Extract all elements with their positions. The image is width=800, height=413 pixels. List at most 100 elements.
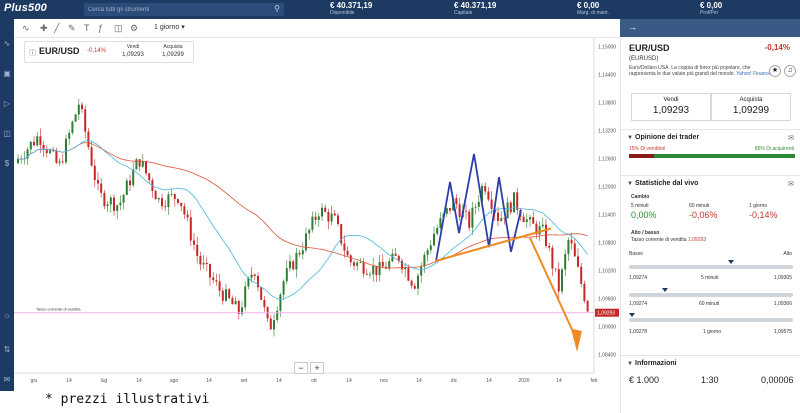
candle-body [90, 147, 93, 166]
candle-body [154, 191, 157, 200]
x-tick-label: 14 [66, 378, 72, 384]
candle-body [337, 215, 339, 225]
stat-value: € 40.371,19 [454, 1, 497, 10]
chevron-down-icon[interactable]: ▼ [627, 361, 633, 367]
y-tick-label: 1,13200 [598, 129, 616, 135]
y-tick-label: 1,10200 [598, 268, 616, 274]
instrument-box: ⓘ EUR/USD -0,14% Vendi 1,09293 Acquista … [24, 41, 194, 63]
candle-body [330, 213, 333, 222]
candle-body [477, 201, 480, 207]
trash-icon[interactable]: ◫ [114, 23, 123, 33]
candle-body [388, 261, 391, 269]
candle-body [586, 300, 589, 312]
briefcase-icon[interactable]: ◫ [3, 129, 11, 138]
candle-body [404, 267, 407, 270]
candle-body [554, 268, 557, 270]
candle-body [500, 218, 503, 221]
sun-icon[interactable]: ☼ [3, 311, 11, 320]
buy-button[interactable]: Acquista 1,09299 [711, 93, 791, 121]
candle-body [119, 202, 122, 206]
positions-icon[interactable]: ▣ [3, 69, 11, 78]
stat-label: Disponibile [330, 10, 355, 16]
chevron-down-icon[interactable]: ▼ [627, 181, 633, 187]
candle-body [109, 197, 112, 205]
candle-body [413, 285, 416, 289]
star-icon[interactable]: ★ [769, 65, 781, 77]
candle-body [513, 192, 515, 213]
price-chart[interactable]: 1,15000 1,14400 1,13800 1,13200 1,12600 1,120… [14, 38, 620, 391]
crosshair-icon[interactable]: ✚ [40, 23, 48, 33]
candle-body [564, 253, 567, 270]
zoom-out-button[interactable]: − [294, 362, 308, 374]
text-icon[interactable]: T [84, 23, 90, 33]
candle-body [183, 206, 186, 215]
candle-body [583, 283, 586, 301]
candle-body [177, 199, 179, 203]
tag-icon[interactable]: ▷ [3, 99, 11, 108]
candle-body [135, 159, 138, 170]
candle-body [199, 255, 202, 265]
pencil-icon[interactable]: ✎ [68, 23, 76, 33]
sellers-percent: 15% Di venditori [629, 146, 666, 152]
ma-slow-line [17, 142, 588, 269]
bell-icon[interactable]: ♫ [784, 65, 796, 77]
candle-body [282, 281, 285, 295]
chat-icon[interactable]: ✉ [788, 135, 794, 142]
sell-button[interactable]: Vendi 1,09293 [631, 93, 711, 121]
chart-type-icon[interactable]: ∿ [22, 23, 30, 33]
candle-body [29, 141, 32, 150]
candle-body [324, 207, 327, 212]
candle-body [145, 161, 147, 174]
candle-body [497, 212, 499, 221]
candle-body [58, 161, 61, 163]
chart-canvas[interactable]: 1,15000 1,14400 1,13800 1,13200 1,12600 1,120… [14, 38, 620, 391]
candle-body [276, 310, 279, 321]
y-tick-label: 1,08400 [598, 352, 616, 358]
candle-body [468, 211, 471, 228]
chart-icon[interactable]: ∿ [3, 39, 11, 48]
settings-icon[interactable]: ⚙ [130, 23, 139, 33]
chat-icon[interactable]: ✉ [3, 375, 11, 384]
x-tick-label: 14 [556, 378, 562, 384]
y-tick-label: 1,10800 [598, 240, 616, 246]
info-value: 1:30 [701, 375, 719, 385]
search-box[interactable]: ⚲ [84, 3, 284, 16]
candle-body [580, 266, 583, 284]
dollar-icon[interactable]: $ [4, 159, 10, 168]
draw-line-icon[interactable]: ╱ [54, 23, 60, 33]
candle-body [209, 264, 211, 278]
chevron-down-icon[interactable]: ▼ [627, 135, 633, 141]
candle-body [285, 268, 288, 282]
candle-body [458, 204, 461, 218]
panel-actions: ★ ♫ [766, 59, 796, 77]
stat-profit: € 0,00 Prof/Per [700, 1, 722, 17]
zoom-in-button[interactable]: + [310, 362, 324, 374]
indicators-icon[interactable]: ƒ [98, 23, 104, 33]
period-selector[interactable]: 1 giorno ▾ [154, 23, 185, 31]
candle-body [225, 289, 227, 301]
search-icon[interactable]: ⚲ [274, 4, 280, 13]
candle-body [298, 252, 301, 255]
x-tick-label: 14 [486, 378, 492, 384]
y-tick-label: 1,14400 [598, 73, 616, 79]
candle-body [93, 165, 96, 181]
info-title: Informazioni [635, 360, 677, 367]
instrument-panel: EUR/USD -0,14% (EURUSD) Euro/Dollaro USA… [620, 37, 800, 413]
panel-change: -0,14% [764, 43, 790, 52]
candle-body [292, 261, 295, 270]
candle-body [484, 185, 487, 192]
swap-icon[interactable]: ⇅ [3, 345, 11, 354]
instrument-symbol: EUR/USD [39, 46, 80, 56]
candle-body [557, 269, 560, 292]
info-icon[interactable]: ⓘ [29, 50, 36, 57]
candle-body [250, 274, 253, 278]
chat-icon[interactable]: ✉ [788, 181, 794, 188]
candle-body [237, 300, 240, 314]
candle-body [180, 202, 183, 207]
description-link[interactable]: Yahoo! Finance [736, 71, 771, 77]
search-input[interactable] [88, 4, 268, 15]
x-tick-label: 14 [276, 378, 282, 384]
buy-quote[interactable]: Acquista 1,09299 [153, 44, 193, 58]
sell-quote[interactable]: Vendi 1,09293 [113, 44, 153, 58]
panel-toggle-button[interactable]: → [620, 19, 800, 37]
